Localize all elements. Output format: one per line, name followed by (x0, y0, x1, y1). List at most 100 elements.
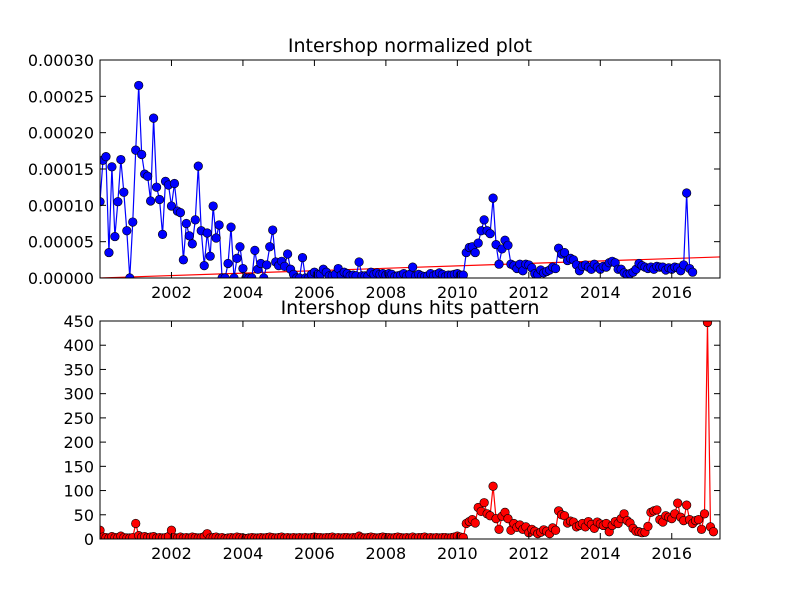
data-point (458, 270, 468, 278)
hits-pattern-axes: 2002 2004 2006 2008 2010 2012 2014 2016 0 50 100 15… (63, 312, 721, 563)
data-point (220, 273, 230, 278)
data-point (100, 525, 105, 535)
data-point (408, 262, 418, 272)
data-point (503, 240, 513, 250)
y-tick-label: 450 (63, 312, 94, 331)
data-point (131, 518, 141, 529)
chart-title: Intershop normalized plot (288, 35, 532, 57)
y-tick-label: 50 (74, 506, 94, 525)
data-point (283, 249, 293, 259)
x-tick-label: 2002 (151, 283, 192, 302)
data-point (262, 260, 272, 270)
y-tick-label: 0.00005 (28, 233, 94, 252)
x-tick-label: 2012 (508, 544, 549, 563)
data-point (265, 242, 275, 252)
data-point (113, 197, 123, 207)
y-tick-label: 250 (63, 409, 94, 428)
data-point (190, 215, 200, 225)
data-point (181, 218, 191, 229)
data-point (137, 149, 147, 160)
data-point (151, 182, 162, 192)
data-point (238, 263, 248, 274)
data-point (154, 194, 165, 205)
x-tick-label: 2008 (366, 544, 407, 563)
data-point (297, 253, 308, 263)
data-point (682, 188, 692, 198)
normalized-plot-axes: 2002 2004 2006 2008 2010 2012 2014 2016 0.00000 0… (28, 51, 721, 302)
y-tick-label: 100 (63, 482, 94, 501)
data-point (157, 229, 168, 239)
data-point (479, 215, 489, 225)
data-point (211, 233, 221, 243)
data-point (673, 498, 683, 508)
data-point (146, 196, 156, 206)
data-point (232, 253, 242, 263)
data-point (169, 178, 180, 189)
data-point (175, 208, 185, 218)
normalized-plot: Intershop normalized plot 2002 2004 2006 20… (28, 35, 721, 302)
data-point (149, 113, 159, 123)
data-point (559, 247, 570, 258)
data-point (702, 321, 713, 328)
data-point (458, 532, 468, 539)
data-point (178, 255, 188, 265)
data-point (193, 161, 203, 171)
data-point (488, 193, 498, 203)
y-tick-label: 0 (84, 530, 94, 549)
data-point (202, 228, 212, 238)
data-point (166, 201, 177, 211)
y-tick-label: 300 (63, 385, 94, 404)
chart-title: Intershop duns hits pattern (281, 297, 540, 319)
data-point (104, 247, 114, 258)
axes-frame (99, 320, 721, 540)
data-point (110, 231, 120, 242)
data-point (247, 273, 257, 278)
x-tick-label: 2014 (580, 544, 621, 563)
data-point (235, 242, 245, 252)
data-point (652, 505, 662, 515)
y-tick-label: 0.00010 (28, 196, 94, 215)
x-tick-label: 2012 (508, 283, 549, 302)
data-point (125, 273, 135, 278)
data-point (687, 267, 698, 277)
hits-pattern-plot: Intershop duns hits pattern 2002 2004 2006… (63, 297, 721, 563)
data-point (250, 245, 260, 255)
data-point (229, 273, 239, 278)
data-point (354, 257, 364, 267)
x-tick-label: 2008 (366, 283, 407, 302)
data-point (128, 217, 138, 227)
y-tick-label: 0.00020 (28, 124, 94, 143)
data-point (682, 500, 692, 510)
data-point (268, 225, 278, 235)
x-tick-label: 2010 (437, 544, 478, 563)
plot-area (100, 321, 719, 539)
data-point (494, 524, 504, 534)
data-point (184, 231, 194, 241)
data-point (259, 273, 269, 278)
data-point (119, 187, 129, 197)
data-point (470, 518, 480, 528)
y-tick-label: 400 (63, 336, 94, 355)
y-tick-label: 350 (63, 360, 94, 379)
data-point (134, 80, 144, 91)
data-point (494, 259, 504, 269)
x-tick-label: 2014 (580, 283, 621, 302)
data-point (100, 197, 105, 207)
x-tick-label: 2004 (223, 283, 264, 302)
data-point (205, 251, 215, 261)
data-point (473, 238, 483, 248)
y-tick-label: 150 (63, 457, 94, 476)
data-point (199, 261, 209, 271)
x-tick-label: 2004 (223, 544, 264, 563)
data-point (693, 515, 704, 525)
y-tick-label: 200 (63, 433, 94, 452)
data-point (551, 525, 561, 535)
data-point (122, 226, 132, 236)
data-point (208, 201, 218, 211)
data-point (696, 524, 707, 534)
data-point (488, 481, 498, 491)
data-point (479, 498, 489, 508)
